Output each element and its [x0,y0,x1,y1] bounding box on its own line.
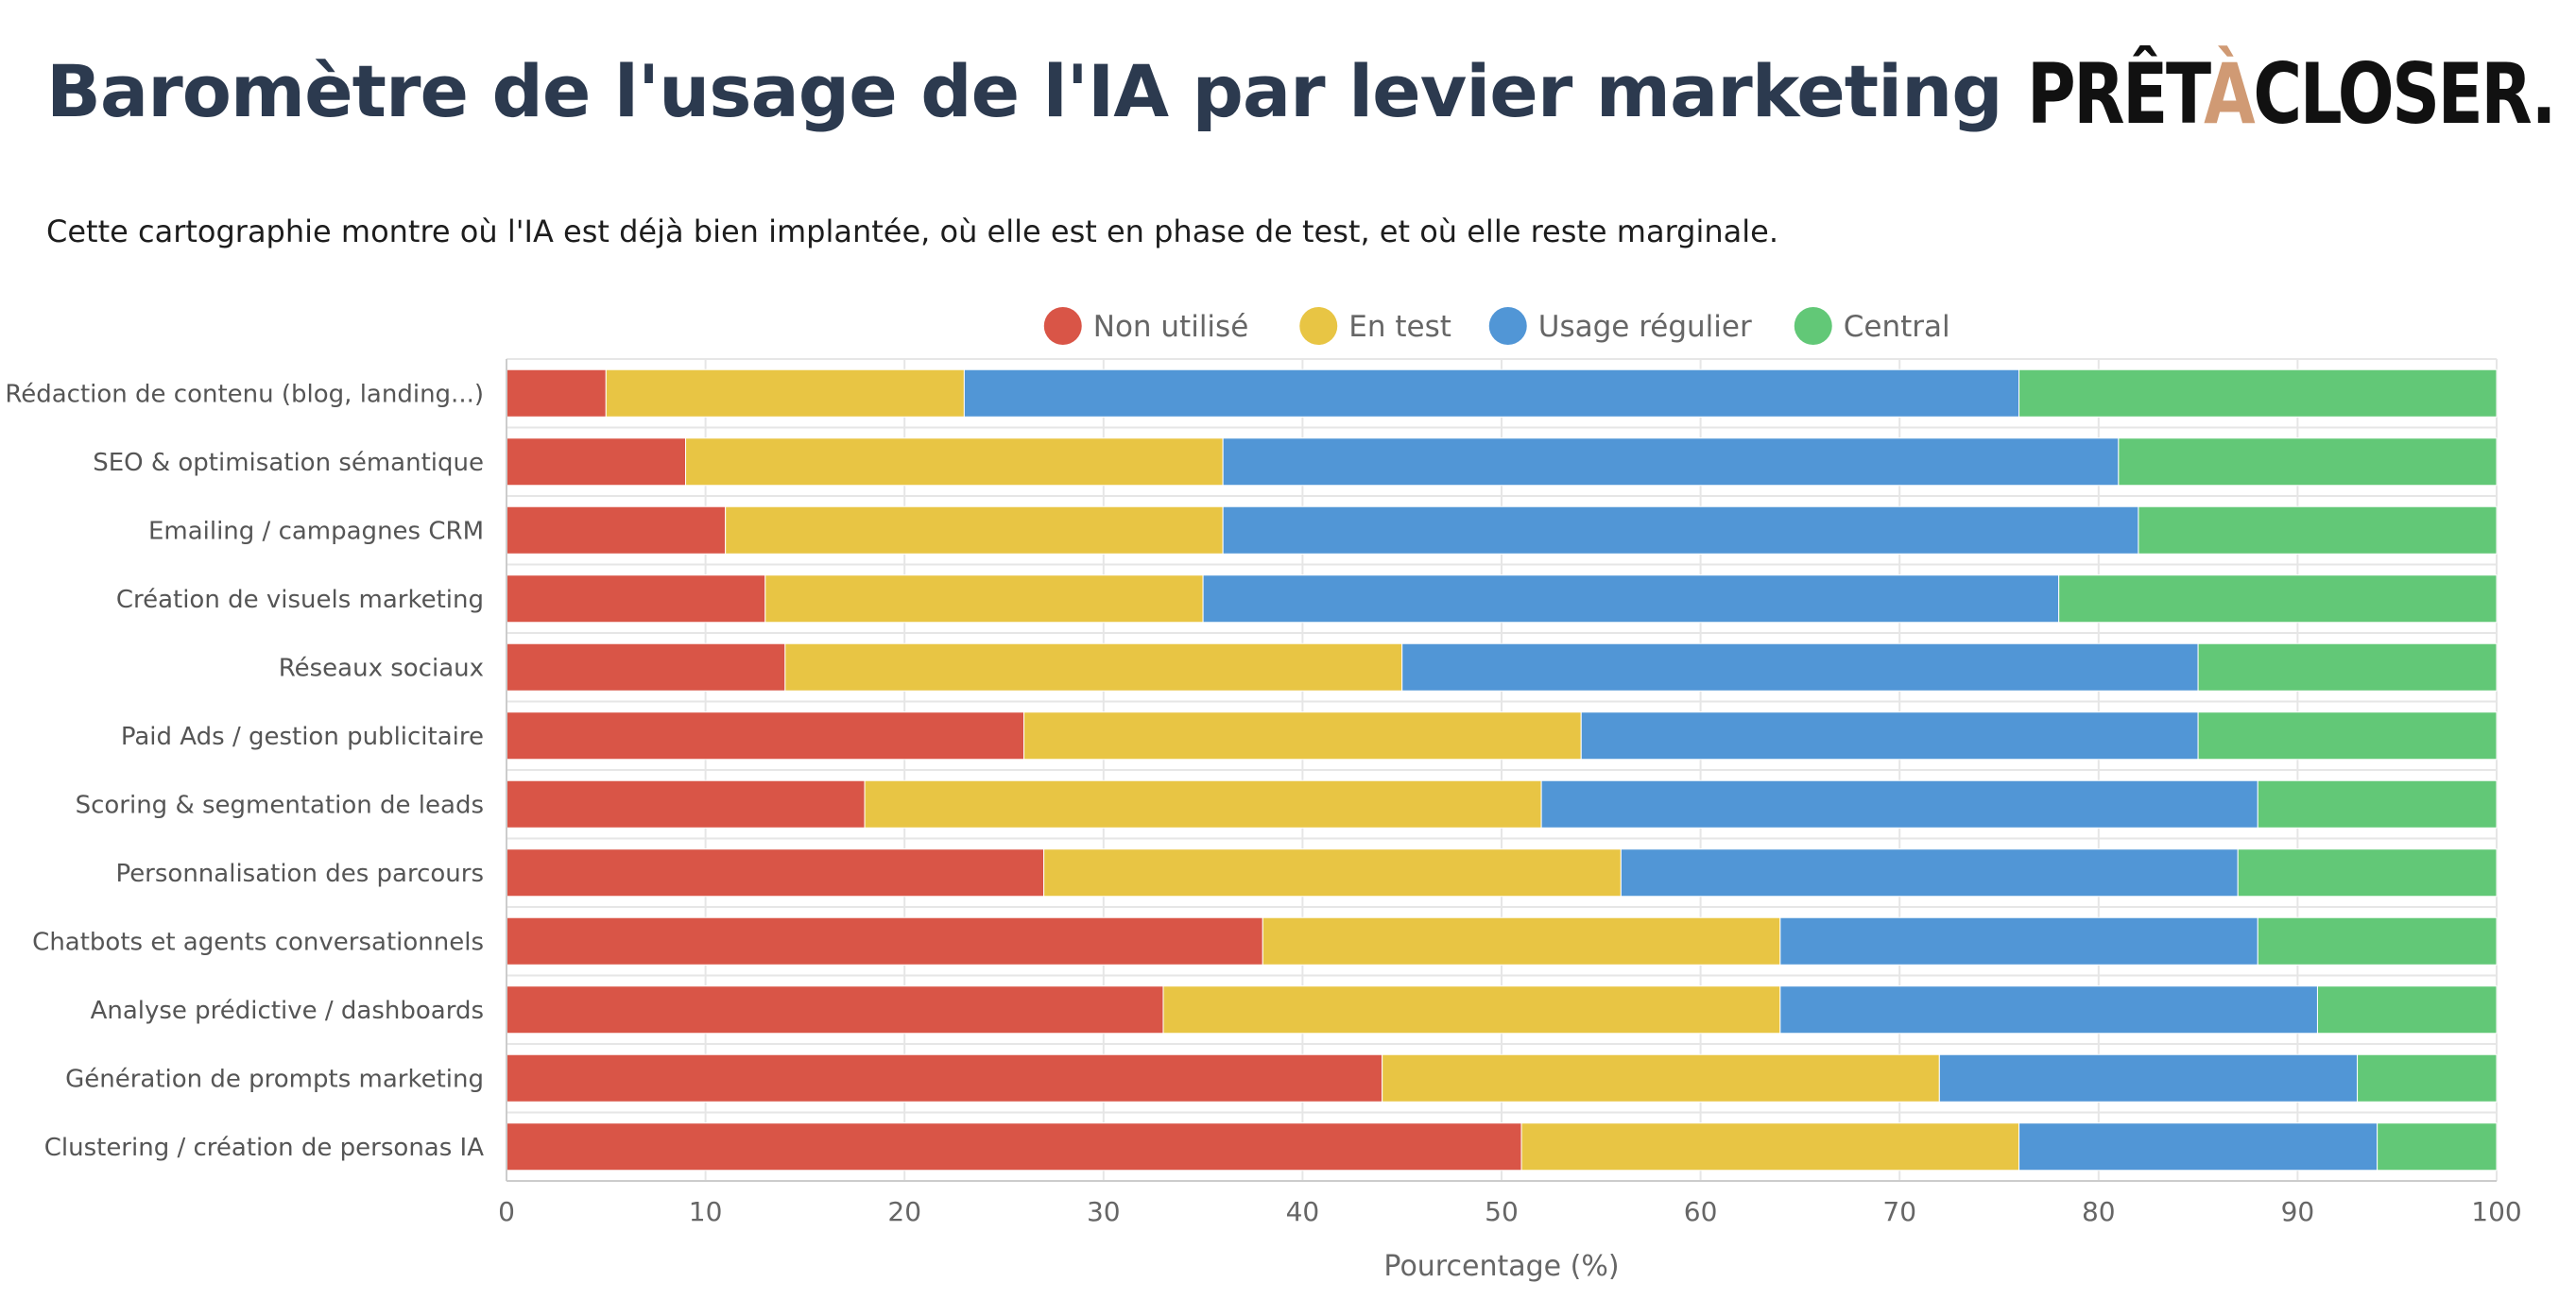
x-tick-label: 40 [1286,1196,1320,1227]
category-label: Rédaction de contenu (blog, landing...) [5,380,484,408]
bar-en-test[interactable] [685,437,1224,487]
bar-non-utilise[interactable] [506,1053,1383,1103]
axes: Rédaction de contenu (blog, landing...) S… [5,359,2522,1227]
bar-usage-regulier[interactable] [1401,642,2199,692]
legend-marker [1794,307,1832,345]
legend-label: Usage régulier [1538,310,1752,344]
legend: Non utilisé En test Usage régulier Central [1043,307,1950,345]
bar-en-test[interactable] [605,368,965,418]
bar-central[interactable] [2197,642,2498,692]
page-title: Baromètre de l'usage de l'IA par levier … [46,49,2003,133]
bar-usage-regulier[interactable] [1779,916,2258,966]
category-label: Emailing / campagnes CRM [148,517,484,545]
bar-central[interactable] [2058,574,2498,624]
bar-non-utilise[interactable] [506,505,727,555]
page-subtitle: Cette cartographie montre où l'IA est dé… [46,214,1778,249]
legend-item-non-utilise[interactable]: Non utilisé [1043,307,1249,345]
bar-central[interactable] [2257,779,2498,829]
category-label: Paid Ads / gestion publicitaire [121,723,484,751]
legend-marker [1299,307,1338,345]
category-label: Réseaux sociaux [279,654,484,682]
bar-non-utilise[interactable] [506,848,1045,898]
x-tick-label: 70 [1882,1196,1916,1227]
x-tick-label: 10 [689,1196,723,1227]
category-label: SEO & optimisation sémantique [93,449,484,477]
bar-central[interactable] [2118,437,2498,487]
x-tick-label: 100 [2471,1196,2521,1227]
bar-non-utilise[interactable] [506,985,1164,1035]
bar-non-utilise[interactable] [506,711,1025,761]
bar-usage-regulier[interactable] [1938,1053,2359,1103]
bar-usage-regulier[interactable] [2018,1122,2379,1172]
bar-usage-regulier[interactable] [1222,505,2139,555]
bar-en-test[interactable] [1023,711,1582,761]
bar-en-test[interactable] [784,642,1403,692]
legend-item-en-test[interactable]: En test [1299,307,1451,345]
bar-usage-regulier[interactable] [1620,848,2239,898]
bar-non-utilise[interactable] [506,574,766,624]
bar-non-utilise[interactable] [506,779,866,829]
bar-series [506,368,2498,1172]
bar-en-test[interactable] [1162,985,1781,1035]
category-label: Clustering / création de personas IA [44,1134,484,1162]
category-label: Génération de prompts marketing [65,1065,484,1093]
x-tick-label: 50 [1485,1196,1519,1227]
legend-label: En test [1348,310,1451,344]
bar-non-utilise[interactable] [506,437,687,487]
category-label: Chatbots et agents conversationnels [32,928,484,956]
bar-usage-regulier[interactable] [1779,985,2318,1035]
bar-usage-regulier[interactable] [1540,779,2258,829]
bar-non-utilise[interactable] [506,916,1263,966]
legend-item-usage-regulier[interactable]: Usage régulier [1488,307,1752,345]
bar-usage-regulier[interactable] [963,368,2020,418]
bar-central[interactable] [2237,848,2498,898]
bar-en-test[interactable] [864,779,1542,829]
bar-en-test[interactable] [764,574,1204,624]
bar-usage-regulier[interactable] [1202,574,2060,624]
category-label: Analyse prédictive / dashboards [91,997,484,1025]
bar-central[interactable] [2357,1053,2498,1103]
legend-item-central[interactable]: Central [1794,307,1950,345]
category-label: Scoring & segmentation de leads [76,791,484,819]
logo-text-pret: PRÊT [2027,45,2211,143]
bar-central[interactable] [2197,711,2498,761]
bar-en-test[interactable] [1382,1053,1940,1103]
category-label: Personnalisation des parcours [115,860,484,888]
x-axis-title: Pourcentage (%) [1383,1250,1619,1283]
bar-usage-regulier[interactable] [1222,437,2120,487]
bar-usage-regulier[interactable] [1580,711,2199,761]
legend-label: Central [1844,310,1950,344]
legend-label: Non utilisé [1093,310,1249,344]
x-tick-label: 20 [887,1196,921,1227]
legend-marker [1488,307,1527,345]
category-label: Création de visuels marketing [116,586,484,614]
bar-non-utilise[interactable] [506,642,786,692]
logo-text-a: À [2204,45,2255,143]
bar-non-utilise[interactable] [506,368,607,418]
bar-non-utilise[interactable] [506,1122,1522,1172]
legend-marker [1043,307,1082,345]
bar-central[interactable] [2018,368,2498,418]
bar-central[interactable] [2377,1122,2498,1172]
x-tick-label: 30 [1087,1196,1121,1227]
bar-en-test[interactable] [1520,1122,2020,1172]
x-tick-label: 90 [2281,1196,2315,1227]
bar-en-test[interactable] [1262,916,1781,966]
bar-en-test[interactable] [1043,848,1622,898]
bar-central[interactable] [2257,916,2498,966]
bar-en-test[interactable] [725,505,1224,555]
bar-central[interactable] [2316,985,2498,1035]
x-tick-label: 0 [498,1196,515,1227]
bar-central[interactable] [2138,505,2498,555]
x-tick-label: 80 [2082,1196,2116,1227]
x-tick-label: 60 [1684,1196,1718,1227]
